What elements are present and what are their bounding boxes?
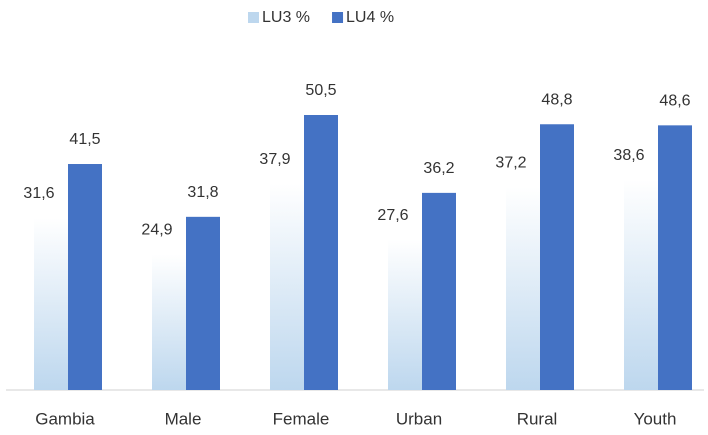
bar <box>34 217 68 390</box>
data-label: 37,2 <box>495 155 526 172</box>
bar <box>68 164 102 390</box>
data-label: 31,8 <box>187 184 218 201</box>
bar <box>624 179 658 390</box>
data-label: 31,6 <box>23 185 54 202</box>
x-tick-label: Gambia <box>35 409 95 428</box>
data-label: 48,6 <box>659 93 690 110</box>
bar <box>658 125 692 391</box>
data-label: 50,5 <box>305 82 336 99</box>
data-label: 41,5 <box>69 131 100 148</box>
bar <box>152 254 186 390</box>
x-tick-label: Urban <box>396 409 442 428</box>
bar <box>540 124 574 391</box>
bar <box>422 192 456 390</box>
bar <box>186 216 220 390</box>
data-label: 36,2 <box>423 160 454 177</box>
legend-label: LU4 % <box>346 9 394 26</box>
x-tick-label: Male <box>165 409 202 428</box>
data-label: 37,9 <box>259 151 290 168</box>
bar <box>304 115 338 390</box>
legend-swatch <box>332 12 344 23</box>
x-tick-label: Rural <box>517 409 558 428</box>
legend-swatch <box>248 12 259 23</box>
data-label: 48,8 <box>541 91 572 108</box>
x-tick-label: Youth <box>634 409 677 428</box>
bar <box>388 239 422 390</box>
bar <box>270 183 304 390</box>
data-label: 38,6 <box>613 147 644 164</box>
data-label: 27,6 <box>377 207 408 224</box>
legend-label: LU3 % <box>262 9 310 26</box>
bar <box>506 187 540 390</box>
data-label: 24,9 <box>141 222 172 239</box>
x-tick-label: Female <box>273 409 330 428</box>
